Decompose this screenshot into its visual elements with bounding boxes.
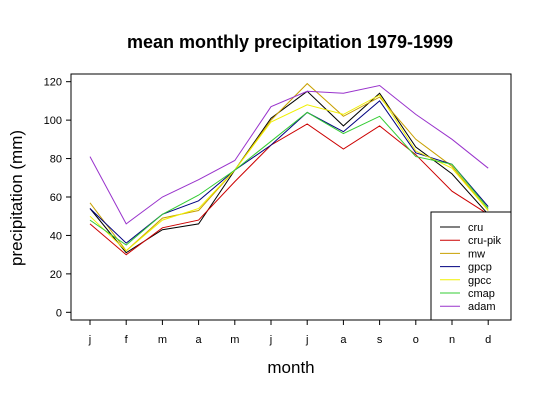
x-tick-label: m (158, 334, 167, 346)
legend-label-cru-pik: cru-pik (468, 235, 502, 247)
series-line-gpcp (89, 100, 489, 244)
x-tick-label: a (196, 334, 203, 346)
y-tick-label: 120 (44, 77, 62, 89)
x-tick-label: n (449, 334, 455, 346)
y-axis: 0 20 40 60 80 100 120 (44, 77, 71, 319)
y-tick-label: 100 (44, 115, 62, 127)
series-line-adam (89, 84, 489, 225)
series-lines (89, 82, 489, 256)
x-tick-label: s (377, 334, 383, 346)
legend-label-mw: mw (468, 248, 485, 260)
legend-label-gpcp: gpcp (468, 262, 492, 274)
legend-label-gpcc: gpcc (468, 275, 492, 287)
x-tick-label: a (340, 334, 347, 346)
legend-label-cru: cru (468, 222, 483, 234)
x-axis-label: month (267, 358, 314, 377)
legend-box (430, 211, 512, 321)
legend-label-adam: adam (468, 301, 496, 313)
x-tick-label: f (125, 334, 129, 346)
y-axis-label: precipitation (mm) (7, 130, 26, 266)
series-line-cru-pik (89, 123, 489, 256)
chart-title: mean monthly precipitation 1979-1999 (127, 32, 453, 52)
x-tick-label: o (413, 334, 419, 346)
legend-label-cmap: cmap (468, 288, 495, 300)
series-line-gpcc (89, 94, 489, 252)
series-line-cmap (89, 111, 489, 246)
y-tick-label: 20 (50, 269, 62, 281)
y-tick-label: 0 (56, 307, 62, 319)
y-tick-label: 60 (50, 192, 62, 204)
x-tick-label: j (88, 334, 91, 346)
x-tick-label: j (269, 334, 272, 346)
y-tick-label: 40 (50, 230, 62, 242)
series-line-cru (89, 90, 489, 254)
x-tick-label: m (230, 334, 239, 346)
series-line-mw (89, 82, 489, 252)
x-tick-label: d (485, 334, 491, 346)
y-tick-label: 80 (50, 154, 62, 166)
x-tick-label: j (305, 334, 308, 346)
